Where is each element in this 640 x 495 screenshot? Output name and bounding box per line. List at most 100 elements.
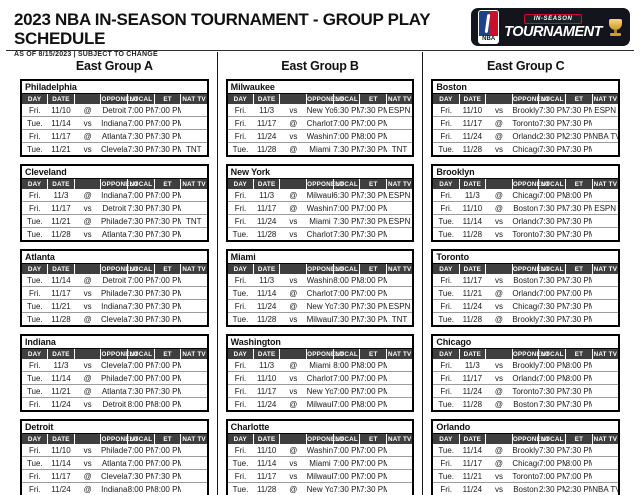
et-time-cell: 8:00 PM	[565, 456, 593, 470]
game-row: Fri.11/17@Washington7:00 PM7:00 PM	[226, 201, 414, 215]
et-time-cell: 7:30 PM	[565, 116, 593, 130]
game-row: Fri.11/17@Cleveland7:30 PM7:30 PM	[21, 469, 208, 483]
opponent-cell: Orlando	[512, 371, 539, 385]
date-cell: 11/14	[47, 456, 75, 470]
column-header-local: LOCAL	[538, 348, 566, 359]
column-header-opponent: OPPONENT	[511, 348, 550, 359]
nat-tv-cell	[592, 214, 620, 228]
column-header-date: DATE	[458, 433, 486, 444]
day-cell: Fri.	[432, 371, 459, 385]
local-time-cell: 7:00 PM	[333, 469, 360, 483]
home-away-cell: @	[279, 286, 307, 300]
day-cell: Fri.	[29, 360, 41, 370]
column-header-et: ET	[359, 178, 387, 189]
day-cell: Tue.	[21, 384, 48, 398]
et-time-cell: 7:00 PM	[565, 469, 593, 483]
opponent-cell: Charlotte	[306, 227, 334, 241]
local-time-cell: 7:30 PM	[333, 299, 360, 313]
nba-logo-red-half	[488, 11, 499, 36]
opponent-cell: Philadelphia	[100, 286, 128, 300]
nba-in-season-tournament-logo: NBA IN-SEASON TOURNAMENT	[471, 8, 630, 46]
home-away-cell: vs	[485, 482, 513, 495]
opponent-cell: Miami	[306, 142, 334, 156]
date-cell: 11/17	[459, 371, 486, 385]
day-cell: Tue.	[226, 142, 254, 156]
home-away-cell: vs	[74, 397, 101, 411]
team-schedule-table: Detroit DAY DATE OPPONENT LOCAL ET NAT TV Fri. 1…	[20, 419, 209, 495]
date-cell: 11/10	[51, 105, 71, 115]
et-time-cell: 7:30 PM	[565, 201, 593, 215]
column-header-date: DATE	[47, 263, 75, 274]
column-header-opponent: OPPONENT	[100, 348, 139, 359]
game-row: Tue.11/28vsMilwaukee7:30 PM7:30 PMTNT	[226, 312, 414, 326]
opponent-cell: Indiana	[100, 299, 128, 313]
team-schedule-table: Orlando DAY DATE OPPONENT LOCAL ET NAT TV Tue. 1…	[431, 419, 621, 495]
date-cell: 11/21	[47, 299, 75, 313]
et-time-cell: 7:30 PM	[359, 105, 387, 115]
home-away-cell: @	[485, 312, 513, 326]
day-cell: Fri.	[226, 129, 254, 143]
local-time-cell: 7:30 PM	[538, 201, 566, 215]
day-cell: Tue.	[432, 312, 459, 326]
column-header-date: DATE	[252, 348, 280, 359]
day-cell: Fri.	[21, 286, 48, 300]
column-header-day: DAY	[226, 348, 254, 359]
team-name: Boston	[432, 80, 620, 94]
game-row: Tue.11/21@Philadelphia7:30 PM7:30 PMTNT	[21, 214, 208, 228]
date-cell: 11/17	[47, 469, 75, 483]
local-time-cell: 7:30 PM	[127, 201, 155, 215]
nat-tv-cell	[181, 359, 208, 372]
game-row: Tue.11/21vsCleveland7:30 PM7:30 PMTNT	[21, 142, 208, 156]
local-time-cell: 6:30 PM	[333, 190, 360, 200]
column-header-nat-tv: NAT TV	[180, 348, 208, 359]
local-time-cell: 7:30 PM	[538, 116, 566, 130]
opponent-cell: Atlanta	[100, 129, 128, 143]
home-away-cell: @	[485, 129, 513, 143]
column-header-day: DAY	[226, 93, 254, 104]
date-cell: 11/14	[47, 116, 75, 130]
team-name: New York	[226, 165, 414, 179]
column-header-day: DAY	[226, 178, 254, 189]
game-row: Fri.11/17vsPhiladelphia7:30 PM7:30 PM	[21, 286, 208, 300]
column-header-home-away	[279, 348, 307, 359]
et-time-cell: 7:30 PM	[565, 397, 593, 411]
local-time-cell: 7:30 PM	[127, 299, 155, 313]
home-away-cell: vs	[74, 227, 101, 241]
home-away-cell: @	[74, 384, 101, 398]
day-cell: Fri.	[440, 360, 452, 370]
local-time-cell: 7:30 PM	[127, 227, 155, 241]
local-time-cell: 7:30 PM	[538, 214, 566, 228]
home-away-cell: @	[279, 201, 307, 215]
team-name: Atlanta	[21, 250, 208, 264]
nat-tv-cell	[592, 116, 620, 130]
et-time-cell: 8:00 PM	[565, 360, 593, 370]
home-away-cell: @	[83, 275, 92, 285]
nat-tv-cell	[592, 142, 620, 156]
column-header-date: DATE	[458, 93, 486, 104]
date-cell: 11/21	[47, 142, 75, 156]
day-cell: Fri.	[432, 299, 459, 313]
day-cell: Fri.	[234, 360, 247, 370]
game-row: Tue.11/14@Brooklyn7:30 PM7:30 PM	[432, 444, 619, 457]
game-row: Fri. 11/3 vs Brooklyn7:00 PM8:00 PM	[432, 359, 619, 372]
date-cell: 11/21	[459, 286, 486, 300]
et-time-cell: 7:30 PM	[154, 299, 181, 313]
et-time-cell: 7:00 PM	[359, 384, 387, 398]
column-header-opponent: OPPONENT	[100, 433, 139, 444]
date-cell: 11/21	[47, 384, 75, 398]
et-time-cell: 7:30 PM	[154, 286, 181, 300]
local-time-cell: 7:30 PM	[127, 384, 155, 398]
day-cell: Tue.	[438, 445, 455, 455]
nat-tv-cell	[180, 384, 208, 398]
nat-tv-cell	[592, 227, 620, 241]
opponent-cell: Toronto	[512, 384, 539, 398]
